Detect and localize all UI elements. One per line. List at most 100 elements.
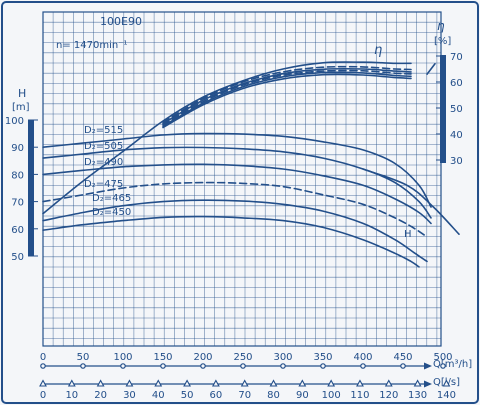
flow-m3h-tick-label: 0 bbox=[40, 352, 46, 363]
flow-ls-tick bbox=[67, 379, 76, 387]
efficiency-curve-9 bbox=[162, 69, 412, 126]
flow-m3h-tick-label: 250 bbox=[233, 352, 252, 363]
flow-ls-tick-label: 110 bbox=[350, 390, 369, 401]
flow-ls-tick-label: 120 bbox=[379, 390, 398, 401]
flow-ls-tick bbox=[125, 379, 134, 387]
series-label-475: D₂=475 bbox=[84, 179, 123, 190]
efficiency-axis: η [%] 30 40 50 60 70 bbox=[434, 19, 463, 167]
flow-axis-ls-arrow bbox=[424, 380, 432, 388]
flow-ls-tick bbox=[211, 379, 220, 387]
flow-ls-tick-label: 100 bbox=[322, 390, 341, 401]
efficiency-axis-bar bbox=[440, 55, 446, 163]
flow-ls-tick bbox=[413, 379, 422, 387]
series-label-515: D₂=515 bbox=[84, 125, 123, 136]
flow-m3h-tick bbox=[440, 363, 446, 369]
flow-ls-tick bbox=[356, 379, 364, 387]
flow-m3h-tick bbox=[280, 363, 286, 369]
efficiency-tick-label: 70 bbox=[450, 52, 463, 63]
head-curve-0 bbox=[42, 132, 432, 208]
head-axis: H [m] 50 60 70 80 90 100 bbox=[5, 87, 38, 263]
head-tick-label: 90 bbox=[11, 143, 24, 154]
flow-m3h-tick bbox=[40, 363, 46, 369]
flow-m3h-tick bbox=[160, 363, 166, 369]
flow-ls-tick-label: 0 bbox=[40, 390, 46, 401]
flow-axis-m3h-arrow bbox=[424, 362, 432, 370]
head-tick-label: 80 bbox=[11, 170, 24, 181]
head-ticks: 50 60 70 80 90 100 bbox=[5, 116, 38, 263]
efficiency-axis-unit: [%] bbox=[434, 36, 451, 47]
flow-axis-m3h-label: Q[m³/h] bbox=[433, 359, 472, 370]
flow-m3h-tick-label: 50 bbox=[77, 352, 90, 363]
flow-axis-ls: Q[l/s] 010203040506070809010011012013014… bbox=[39, 377, 460, 401]
efficiency-curve-11 bbox=[162, 73, 412, 129]
flow-ls-tick bbox=[240, 379, 249, 387]
head-axis-bar bbox=[28, 120, 34, 256]
flow-m3h-tick-label: 500 bbox=[433, 352, 452, 363]
head-curve-2 bbox=[42, 163, 432, 225]
curves bbox=[42, 61, 460, 268]
flow-ls-tick bbox=[298, 379, 307, 387]
flow-m3h-tick bbox=[80, 363, 86, 369]
flow-m3h-ticks: 0 50 100 150 200 250 300 350 400 450 500 bbox=[40, 352, 453, 369]
flow-ls-tick-label: 50 bbox=[181, 390, 194, 401]
chart-title: 100E90 bbox=[100, 15, 142, 28]
head-curve-5 bbox=[42, 215, 420, 268]
efficiency-curve-12 bbox=[426, 63, 436, 75]
flow-ls-tick-label: 70 bbox=[238, 390, 251, 401]
head-tick-label: 60 bbox=[11, 225, 24, 236]
head-curve-4 bbox=[42, 199, 428, 263]
flow-ls-tick-label: 10 bbox=[65, 390, 78, 401]
head-tick-label: 50 bbox=[11, 252, 24, 263]
flow-ls-tick-label: 30 bbox=[123, 390, 136, 401]
flow-ls-tick-label: 130 bbox=[408, 390, 427, 401]
flow-m3h-tick bbox=[240, 363, 246, 369]
head-tick-label: 70 bbox=[11, 198, 24, 209]
flow-m3h-tick bbox=[360, 363, 366, 369]
flow-ls-tick bbox=[442, 379, 451, 387]
efficiency-curve-10 bbox=[162, 71, 412, 127]
efficiency-ticks: 30 40 50 60 70 bbox=[436, 52, 463, 167]
flow-m3h-tick-label: 450 bbox=[393, 352, 412, 363]
flow-m3h-tick-label: 350 bbox=[313, 352, 332, 363]
head-tick-label: 100 bbox=[5, 116, 24, 127]
flow-m3h-tick bbox=[120, 363, 126, 369]
series-label-505: D₂=505 bbox=[84, 141, 123, 152]
flow-m3h-tick-label: 300 bbox=[273, 352, 292, 363]
flow-ls-tick bbox=[327, 379, 336, 387]
flow-m3h-tick-label: 100 bbox=[113, 352, 132, 363]
head-curve-label: H bbox=[404, 229, 412, 240]
flow-ls-tick bbox=[96, 379, 105, 387]
efficiency-axis-label: η bbox=[437, 19, 445, 33]
chart-subtitle: n= 1470min⁻¹ bbox=[56, 40, 128, 51]
flow-ls-tick-label: 40 bbox=[152, 390, 165, 401]
flow-ls-tick-label: 60 bbox=[210, 390, 223, 401]
flow-ls-tick-label: 140 bbox=[437, 390, 456, 401]
curve-labels: D₂=515 D₂=505 D₂=490 D₂=475 D₂=465 D₂=45… bbox=[84, 43, 412, 240]
efficiency-curve-6 bbox=[42, 61, 412, 215]
flow-ls-tick bbox=[154, 379, 163, 387]
flow-ls-tick bbox=[384, 379, 393, 387]
efficiency-curve-label: η bbox=[374, 43, 382, 58]
head-curve-3 bbox=[42, 181, 428, 238]
flow-ls-tick-label: 80 bbox=[267, 390, 280, 401]
flow-ls-tick-label: 90 bbox=[296, 390, 309, 401]
grid bbox=[42, 11, 441, 346]
flow-ls-tick-label: 20 bbox=[94, 390, 107, 401]
flow-ls-tick bbox=[39, 379, 47, 387]
head-curve-13 bbox=[362, 168, 460, 235]
efficiency-tick-label: 60 bbox=[450, 78, 463, 89]
series-label-490: D₂=490 bbox=[84, 157, 123, 168]
flow-ls-tick bbox=[183, 379, 192, 387]
flow-m3h-tick bbox=[200, 363, 206, 369]
efficiency-tick-label: 50 bbox=[450, 104, 463, 115]
head-axis-label: H bbox=[18, 87, 26, 100]
efficiency-curve-7 bbox=[162, 65, 412, 124]
series-label-450: D₂=450 bbox=[92, 207, 131, 218]
flow-m3h-tick-label: 200 bbox=[193, 352, 212, 363]
flow-ls-tick bbox=[269, 379, 278, 387]
flow-m3h-tick bbox=[400, 363, 406, 369]
head-curve-1 bbox=[42, 146, 432, 219]
flow-m3h-tick bbox=[320, 363, 326, 369]
